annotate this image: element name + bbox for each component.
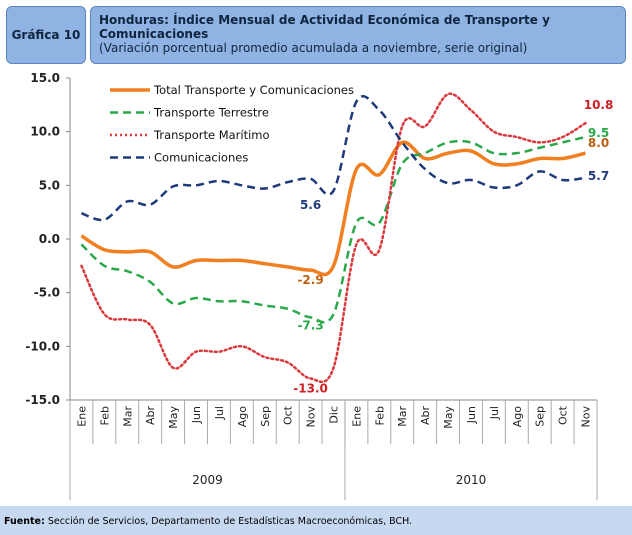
footer-label: Fuente:	[4, 516, 45, 527]
x-tick-label: Abr	[419, 406, 432, 426]
data-label: -2.9	[297, 273, 323, 287]
x-tick-label: Nov	[305, 406, 318, 428]
series-line	[80, 140, 586, 277]
x-tick-label: Sep	[534, 406, 547, 427]
chart-subtitle: (Variación porcentual promedio acumulada…	[99, 41, 528, 55]
x-tick-label: May	[167, 406, 180, 429]
y-tick-label: 10.0	[30, 125, 60, 139]
y-tick-label: -15.0	[25, 393, 60, 407]
y-tick-label: -5.0	[34, 286, 60, 300]
series-line	[80, 92, 587, 384]
x-tick-label: Sep	[259, 406, 272, 427]
x-tick-label: Jun	[465, 406, 478, 424]
x-tick-label: Ago	[236, 406, 249, 428]
chart-title: Honduras: Índice Mensual de Actividad Ec…	[99, 13, 550, 41]
y-tick-label: 0.0	[39, 232, 60, 246]
title-box: Honduras: Índice Mensual de Actividad Ec…	[90, 6, 626, 64]
y-tick-label: 5.0	[39, 178, 60, 192]
series-line	[80, 135, 586, 324]
x-tick-label: Feb	[373, 406, 386, 425]
y-tick-label: -10.0	[25, 339, 60, 353]
year-label: 2010	[456, 473, 487, 487]
x-tick-label: May	[442, 406, 455, 429]
x-tick-label: Ago	[511, 406, 524, 428]
x-tick-label: Jun	[190, 406, 203, 424]
data-label: -7.3	[297, 318, 323, 332]
footer-text: Sección de Servicios, Departamento de Es…	[47, 516, 413, 527]
x-tick-label: Feb	[98, 406, 111, 425]
data-label: -13.0	[293, 382, 328, 396]
footer: Fuente: Sección de Servicios, Departamen…	[0, 506, 632, 535]
x-tick-label: Abr	[144, 406, 157, 426]
x-tick-label: Nov	[580, 406, 593, 428]
x-tick-label: Ene	[75, 406, 88, 427]
x-tick-label: Mar	[121, 406, 134, 427]
data-label: 5.6	[300, 198, 321, 212]
x-tick-label: Jul	[213, 406, 226, 420]
y-tick-label: 15.0	[30, 71, 60, 85]
data-label: 5.7	[588, 169, 609, 183]
legend-label: Comunicaciones	[154, 151, 248, 165]
x-tick-label: Ene	[350, 406, 363, 427]
legend-label: Transporte Terrestre	[153, 106, 269, 120]
x-tick-label: Jul	[488, 406, 501, 420]
data-label: 8.0	[588, 136, 609, 150]
x-tick-label: Oct	[282, 405, 295, 425]
chart: 15.0 10.0 5.0 0.0 -5.0 -10.0 -15.0 Ene Feb Mar Abr…	[25, 71, 614, 500]
data-label: 9.5	[588, 126, 609, 140]
legend-label: Transporte Marítimo	[153, 128, 270, 142]
x-tick-label: Dic	[328, 406, 341, 424]
chart-badge: Gráfica 10	[6, 6, 86, 64]
series-line	[81, 95, 586, 222]
legend-label: Total Transporte y Comunicaciones	[153, 83, 354, 97]
x-tick-label: Oct	[557, 405, 570, 425]
data-label: 10.8	[584, 98, 614, 112]
year-label: 2009	[192, 473, 223, 487]
x-tick-label: Mar	[396, 406, 409, 427]
